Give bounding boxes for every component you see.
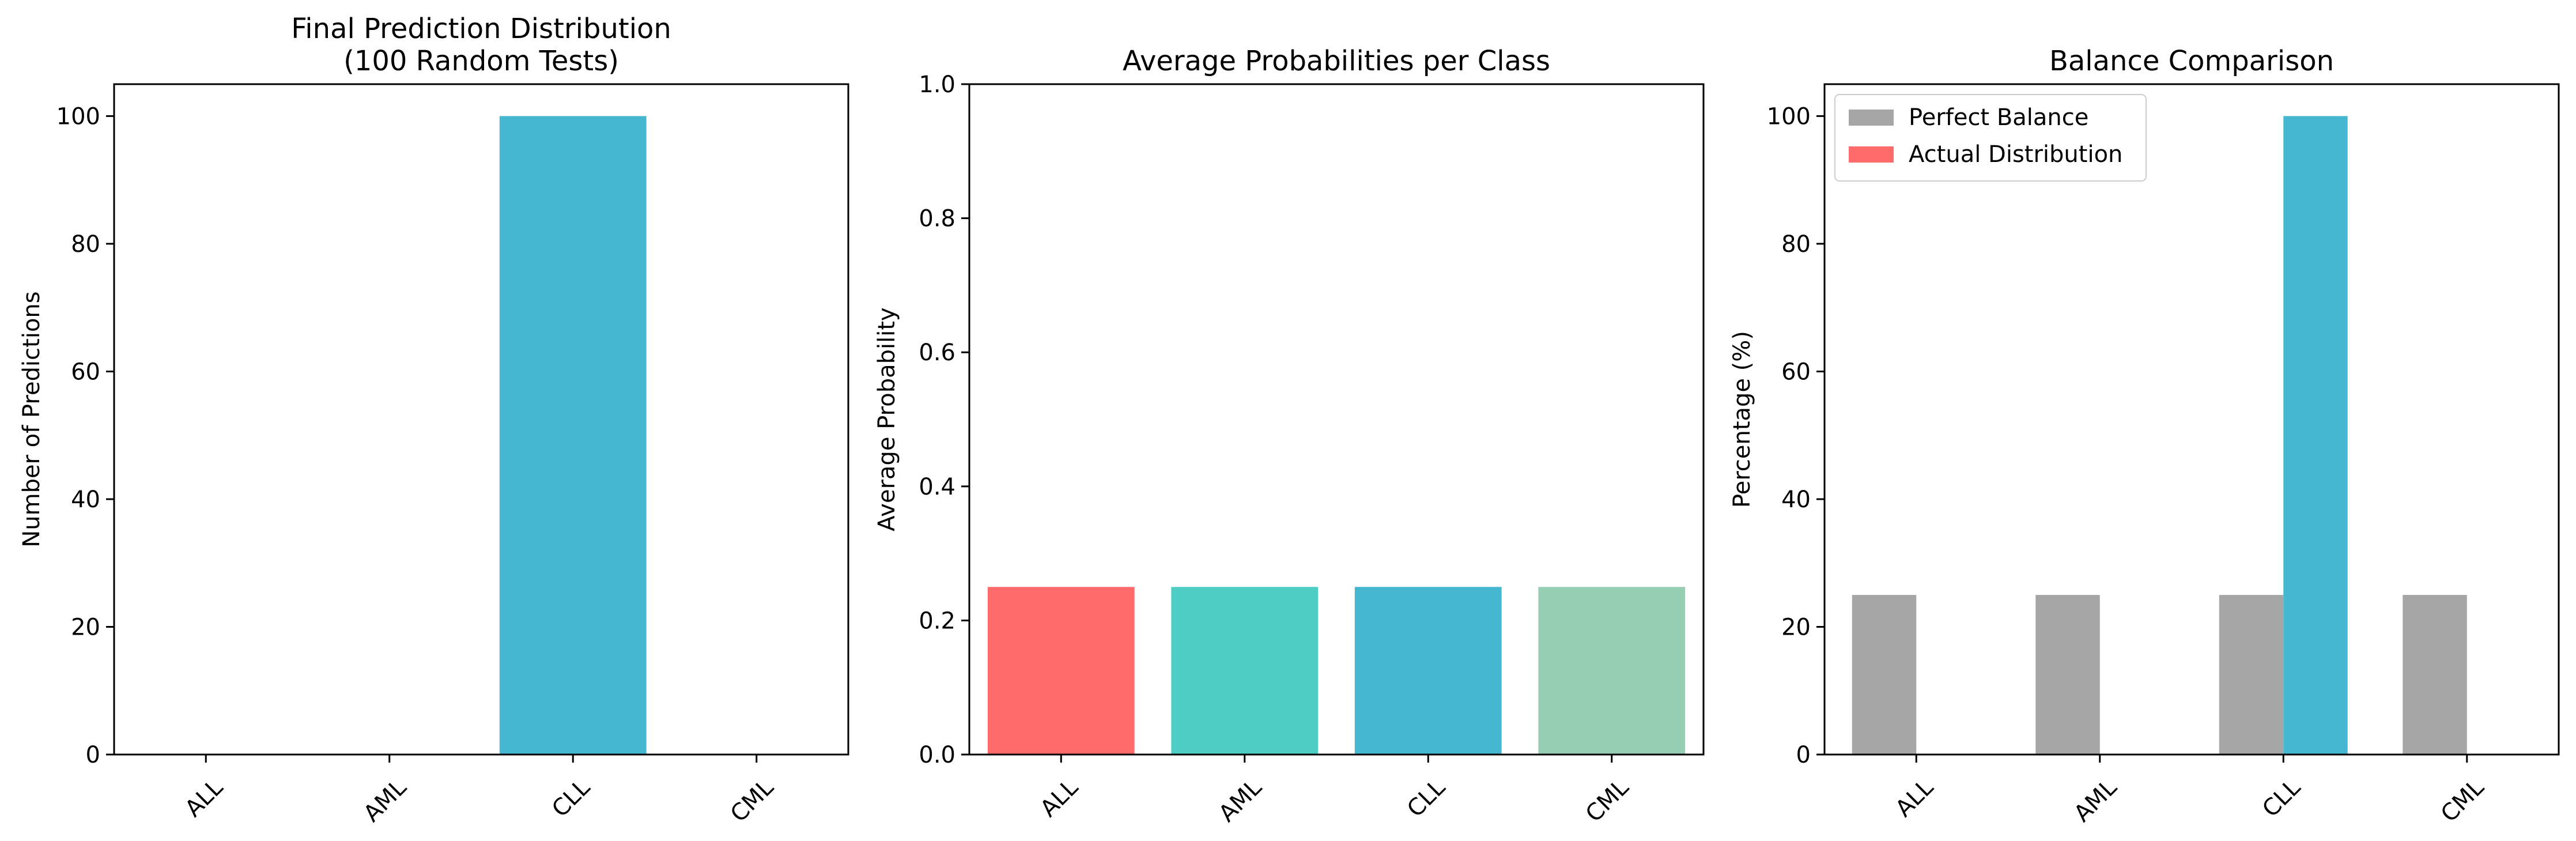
- x-tick-label-cml: CML: [726, 774, 779, 828]
- y-tick-label: 40: [71, 487, 100, 513]
- plot-frame: [968, 83, 1705, 756]
- y-tick-label: 100: [56, 103, 100, 130]
- x-tick-label-cll: CLL: [2257, 774, 2306, 822]
- chart-2: 0.0 0.2 0.4 0.6 0.8 1.0 ALL AML CLL CML Average Pr…: [874, 45, 1705, 828]
- y-tick-label: 80: [1781, 231, 1811, 258]
- y-tick-label: 60: [1781, 359, 1811, 385]
- bar-perfect-balance-cll: [2219, 595, 2284, 755]
- y-axis-label: Number of Predictions: [18, 291, 45, 547]
- y-tick-label: 40: [1781, 487, 1811, 513]
- bar-cll: [499, 116, 647, 755]
- y-tick-label: 0.6: [919, 340, 955, 366]
- y-tick-label: 0.2: [919, 608, 955, 634]
- legend-label: Actual Distribution: [1909, 141, 2122, 168]
- chart-title: (100 Random Tests): [343, 45, 619, 77]
- y-tick-label: 0.8: [919, 206, 955, 232]
- y-tick-label: 0: [1796, 742, 1811, 768]
- x-tick-label-all: ALL: [180, 774, 228, 822]
- y-tick-label: 1.0: [919, 71, 955, 98]
- plot-frame: [113, 83, 849, 756]
- chart-3: 0 20 40 60 80 100 ALL AML CLL CML Percentage (%) Ba…: [1729, 45, 2560, 828]
- legend-box: [1834, 94, 2147, 182]
- bar-cll: [1354, 587, 1502, 755]
- chart-title: Average Probabilities per Class: [1123, 45, 1550, 77]
- x-tick-label-cll: CLL: [1402, 774, 1451, 822]
- bar-aml: [1171, 587, 1319, 755]
- y-tick-label: 80: [71, 231, 100, 258]
- y-tick-label: 100: [1767, 103, 1811, 130]
- x-tick-label-all: ALL: [1035, 774, 1083, 822]
- y-axis-label: Average Probability: [874, 307, 900, 531]
- y-tick-label: 60: [71, 359, 100, 385]
- x-tick-label-aml: AML: [2069, 774, 2122, 828]
- y-tick-label: 0.0: [919, 742, 955, 768]
- bar-all: [987, 587, 1135, 755]
- bar-cml: [1538, 587, 1686, 755]
- y-tick-label: 20: [1781, 614, 1811, 640]
- chart-title: Final Prediction Distribution: [291, 13, 671, 45]
- chart-title: Balance Comparison: [2049, 45, 2334, 77]
- x-tick-label-all: ALL: [1890, 774, 1939, 822]
- bar-perfect-balance-all: [1852, 595, 1917, 755]
- bar-perfect-balance-aml: [2035, 595, 2100, 755]
- chart-1: 0 20 40 60 80 100 ALL AML CLL CML Number of Predic…: [18, 13, 849, 828]
- bar-perfect-balance-cml: [2403, 595, 2467, 755]
- plot-frame: [1823, 83, 2560, 756]
- x-tick-label-aml: AML: [1214, 774, 1267, 828]
- legend-swatch: [1849, 110, 1894, 126]
- legend-swatch: [1849, 146, 1894, 163]
- y-tick-label: 0.4: [919, 474, 955, 500]
- x-tick-label-cml: CML: [2436, 774, 2490, 828]
- y-tick-label: 0: [86, 742, 100, 768]
- legend-label: Perfect Balance: [1909, 104, 2088, 131]
- x-tick-label-aml: AML: [358, 774, 412, 828]
- y-tick-label: 20: [71, 614, 100, 640]
- x-tick-label-cml: CML: [1581, 774, 1634, 828]
- x-tick-label-cll: CLL: [547, 774, 595, 822]
- y-axis-label: Percentage (%): [1729, 331, 1755, 508]
- bar-actual-distribution-cll: [2283, 116, 2348, 755]
